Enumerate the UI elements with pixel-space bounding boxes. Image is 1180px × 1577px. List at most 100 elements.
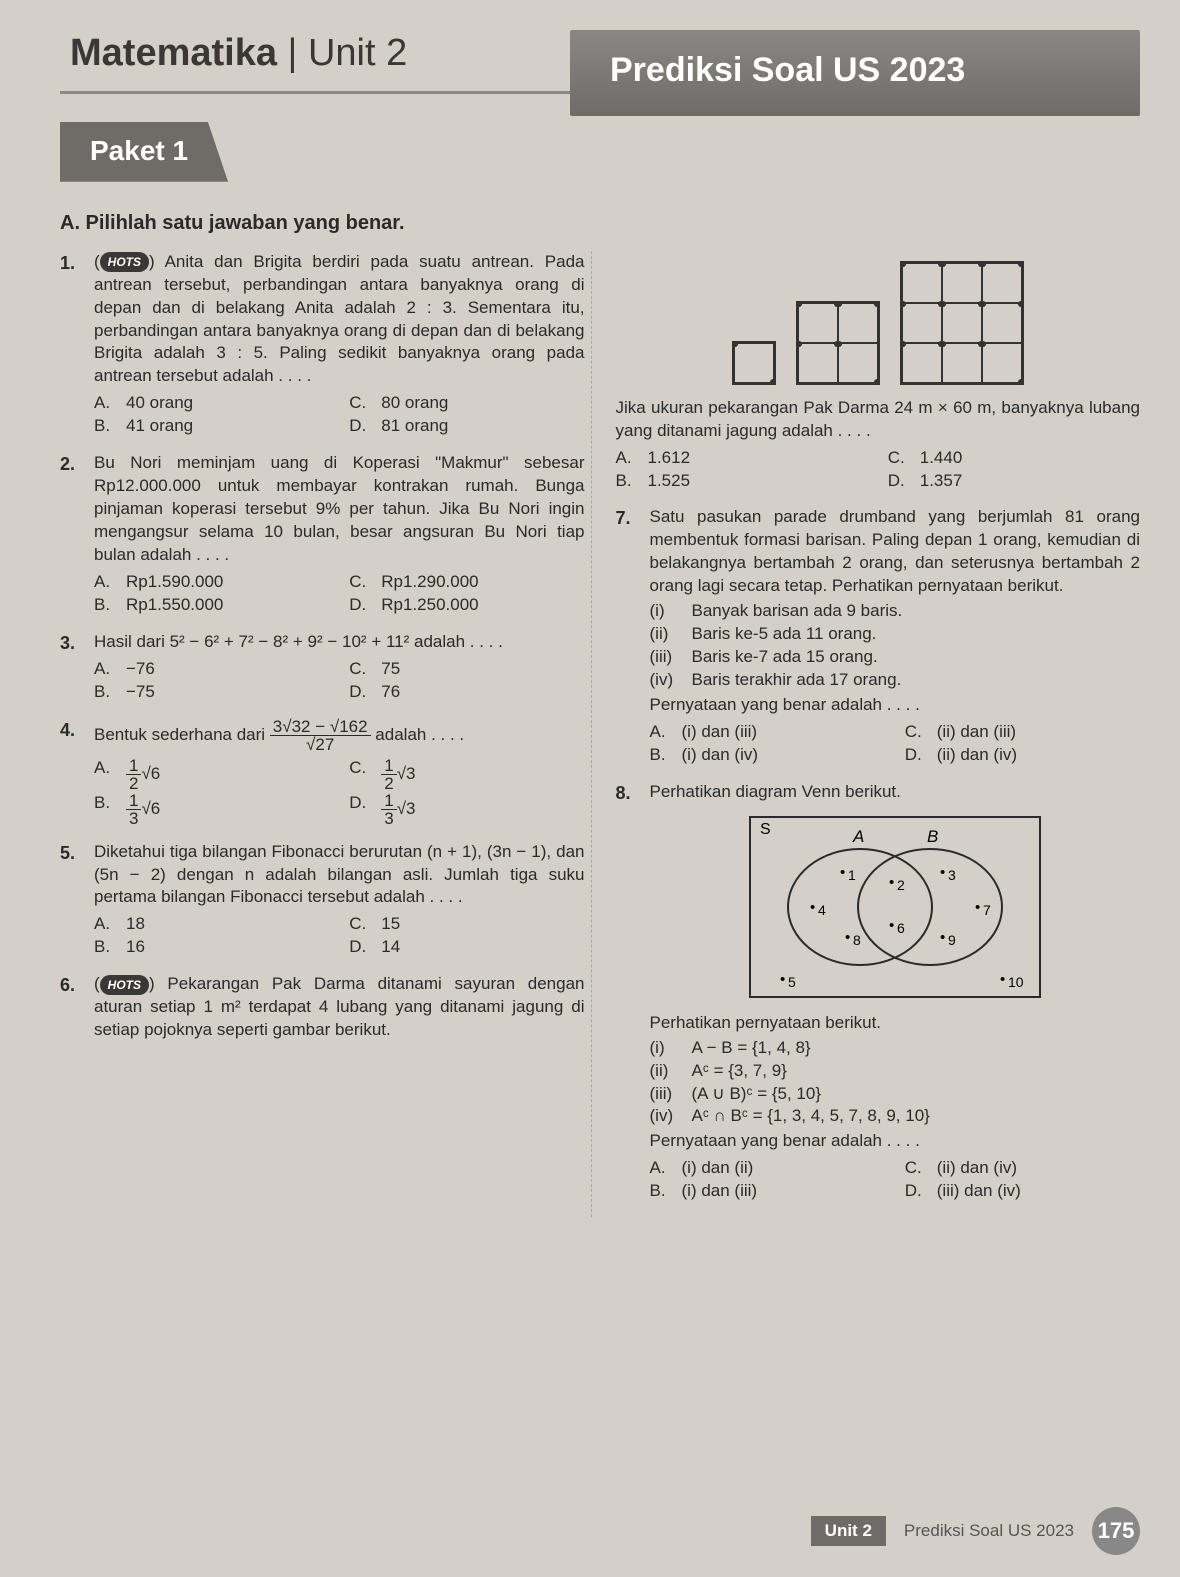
q7-opt-b: B.(i) dan (iv) (650, 744, 885, 767)
svg-text:A: A (852, 827, 864, 846)
footer-unit: Unit 2 (811, 1516, 886, 1547)
q7-statements: (i)Banyak barisan ada 9 baris. (ii)Baris… (650, 600, 1141, 692)
q1-opt-c: C.80 orang (349, 392, 584, 415)
q4-opt-b: B. 13√6 (94, 792, 329, 827)
svg-text:3: 3 (948, 867, 956, 883)
svg-text:•: • (845, 929, 850, 946)
unit-sep: | (288, 32, 298, 74)
svg-text:9: 9 (948, 932, 956, 948)
footer-text: Prediksi Soal US 2023 (904, 1520, 1074, 1543)
section-heading: A. Pilihlah satu jawaban yang benar. (60, 210, 1140, 237)
q1-options: A.40 orang C.80 orang B.41 orang D.81 or… (94, 392, 585, 438)
q3-opt-b: B.−75 (94, 681, 329, 704)
question-6: 6. (HOTS) Pekarangan Pak Darma ditanami … (60, 973, 585, 1044)
q7-opt-d: D.(ii) dan (iv) (905, 744, 1140, 767)
q7-stem: Pernyataan yang benar adalah . . . . (650, 694, 1141, 717)
question-3: 3. Hasil dari 5² − 6² + 7² − 8² + 9² − 1… (60, 631, 585, 704)
right-column: Jika ukuran pekarangan Pak Darma 24 m × … (602, 251, 1141, 1218)
q1-opt-a: A.40 orang (94, 392, 329, 415)
q6-opt-a: A.1.612 (616, 447, 868, 470)
q4-fraction: 3√32 − √162 √27 (270, 718, 371, 753)
q2-body: Bu Nori meminjam uang di Koperasi "Makmu… (94, 452, 585, 617)
hots-badge: HOTS (100, 252, 149, 272)
q2-opt-a: A.Rp1.590.000 (94, 571, 329, 594)
q4-text: Bentuk sederhana dari 3√32 − √162 √27 ad… (94, 718, 585, 753)
q6-number: 6. (60, 973, 94, 1044)
q2-options: A.Rp1.590.000 C.Rp1.290.000 B.Rp1.550.00… (94, 571, 585, 617)
q3-options: A.−76 C.75 B.−75 D.76 (94, 658, 585, 704)
q3-opt-a: A.−76 (94, 658, 329, 681)
q3-opt-c: C.75 (349, 658, 584, 681)
q8-body: Perhatikan diagram Venn berikut. S A B •… (650, 781, 1141, 1203)
page-footer: Unit 2 Prediksi Soal US 2023 175 (811, 1507, 1140, 1555)
svg-text:•: • (889, 917, 894, 934)
q3-opt-d: D.76 (349, 681, 584, 704)
question-5: 5. Diketahui tiga bilangan Fibonacci ber… (60, 841, 585, 960)
venn-diagram: S A B •1 •2 •3 •4 •7 •6 •8 (650, 812, 1141, 1002)
q7-opt-a: A.(i) dan (iii) (650, 721, 885, 744)
q7-body: Satu pasukan parade drumband yang berjum… (650, 506, 1141, 766)
q8-statements: (i)A − B = {1, 4, 8} (ii)Aᶜ = {3, 7, 9} … (650, 1037, 1141, 1129)
q8-number: 8. (616, 781, 650, 1203)
q5-opt-d: D.14 (349, 936, 584, 959)
q5-body: Diketahui tiga bilangan Fibonacci beruru… (94, 841, 585, 960)
subject: Matematika (70, 32, 277, 74)
q4-options: A. 12√6 C. 12√3 B. 13√6 D. 13√3 (94, 757, 585, 827)
content-columns: 1. (HOTS) Anita dan Brigita berdiri pada… (60, 251, 1140, 1218)
q8-lead: Perhatikan diagram Venn berikut. (650, 781, 1141, 804)
q5-options: A.18 C.15 B.16 D.14 (94, 913, 585, 959)
q2-number: 2. (60, 452, 94, 617)
grid-3x3 (900, 261, 1024, 385)
svg-text:S: S (760, 821, 771, 838)
q2-opt-c: C.Rp1.290.000 (349, 571, 584, 594)
q8-opt-c: C.(ii) dan (iv) (905, 1157, 1140, 1180)
svg-text:•: • (889, 874, 894, 891)
q3-number: 3. (60, 631, 94, 704)
grid-1x1 (732, 341, 776, 385)
q8-opt-d: D.(iii) dan (iv) (905, 1180, 1140, 1203)
q8-after: Perhatikan pernyataan berikut. (650, 1012, 1141, 1035)
svg-text:10: 10 (1008, 974, 1024, 990)
page-number: 175 (1092, 1507, 1140, 1555)
q5-text: Diketahui tiga bilangan Fibonacci beruru… (94, 841, 585, 910)
q6-after: Jika ukuran pekarangan Pak Darma 24 m × … (616, 397, 1141, 443)
q3-body: Hasil dari 5² − 6² + 7² − 8² + 9² − 10² … (94, 631, 585, 704)
q5-opt-b: B.16 (94, 936, 329, 959)
question-4: 4. Bentuk sederhana dari 3√32 − √162 √27… (60, 718, 585, 827)
hots-badge: HOTS (100, 975, 149, 995)
q4-opt-d: D. 13√3 (349, 792, 584, 827)
paket-tab: Paket 1 (60, 122, 228, 182)
q1-number: 1. (60, 251, 94, 439)
q7-opt-c: C.(ii) dan (iii) (905, 721, 1140, 744)
q1-stem: Anita dan Brigita berdiri pada suatu ant… (94, 252, 585, 386)
q4-number: 4. (60, 718, 94, 827)
svg-text:B: B (927, 827, 938, 846)
question-2: 2. Bu Nori meminjam uang di Koperasi "Ma… (60, 452, 585, 617)
q2-text: Bu Nori meminjam uang di Koperasi "Makmu… (94, 452, 585, 567)
question-1: 1. (HOTS) Anita dan Brigita berdiri pada… (60, 251, 585, 439)
q3-text: Hasil dari 5² − 6² + 7² − 8² + 9² − 10² … (94, 631, 585, 654)
q8-opt-a: A.(i) dan (ii) (650, 1157, 885, 1180)
q1-text: (HOTS) Anita dan Brigita berdiri pada su… (94, 251, 585, 389)
q6-opt-b: B.1.525 (616, 470, 868, 493)
q5-opt-a: A.18 (94, 913, 329, 936)
header: Matematika | Unit 2 Prediksi Soal US 202… (60, 20, 1140, 116)
q2-opt-b: B.Rp1.550.000 (94, 594, 329, 617)
unit-label: Unit 2 (308, 32, 407, 74)
q6-options: A.1.612 C.1.440 B.1.525 D.1.357 (616, 447, 1141, 493)
svg-text:•: • (840, 864, 845, 881)
banner: Prediksi Soal US 2023 (570, 30, 1140, 116)
svg-text:7: 7 (983, 902, 991, 918)
subject-title: Matematika | Unit 2 (60, 20, 580, 94)
q6-body: (HOTS) Pekarangan Pak Darma ditanami say… (94, 973, 585, 1044)
question-8: 8. Perhatikan diagram Venn berikut. S A … (616, 781, 1141, 1203)
q4-opt-a: A. 12√6 (94, 757, 329, 792)
svg-text:6: 6 (897, 920, 905, 936)
svg-text:•: • (780, 971, 785, 988)
q1-body: (HOTS) Anita dan Brigita berdiri pada su… (94, 251, 585, 439)
q6-text: (HOTS) Pekarangan Pak Darma ditanami say… (94, 973, 585, 1042)
page: Matematika | Unit 2 Prediksi Soal US 202… (0, 0, 1180, 1577)
q5-number: 5. (60, 841, 94, 960)
q6-figure (616, 261, 1141, 385)
q8-stem: Pernyataan yang benar adalah . . . . (650, 1130, 1141, 1153)
